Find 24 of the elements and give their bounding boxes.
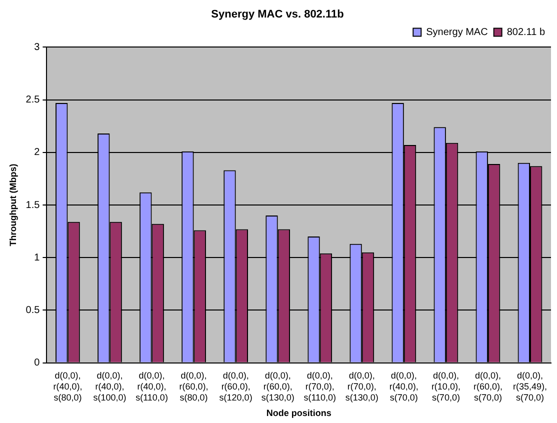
y-tick-label: 0.5	[26, 304, 40, 316]
x-tick-label: d(0,0), r(60,0), s(70,0)	[473, 370, 502, 402]
x-axis-title: Node positions	[266, 408, 332, 418]
y-axis-title: Throughput (Mbps)	[8, 164, 18, 246]
x-tick-label: d(0,0), r(60,0), s(120,0)	[219, 370, 252, 402]
y-tick-label: 0	[34, 358, 40, 369]
chart-title: Synergy MAC vs. 802.11b	[211, 8, 344, 21]
x-tick-label: d(0,0), r(40,0), s(80,0)	[53, 370, 82, 402]
x-tick-label: d(0,0), r(60,0), s(80,0)	[179, 370, 208, 402]
x-tick-label: d(0,0), r(70,0), s(130,0)	[345, 370, 378, 402]
x-tick-label: d(0,0), r(40,0), s(110,0)	[136, 370, 168, 402]
x-tick-label: d(0,0), r(70,0), s(110,0)	[304, 370, 336, 402]
x-tick-label: d(0,0), r(35,49), s(70,0)	[512, 370, 547, 402]
legend-label: 802.11 b	[506, 26, 546, 38]
x-tick-label: d(0,0), r(60,0), s(130,0)	[261, 370, 294, 402]
x-tick-label: d(0,0), r(40,0), s(70,0)	[389, 370, 418, 402]
legend-label: Synergy MAC	[426, 26, 488, 38]
y-tick-label: 2.5	[26, 94, 40, 106]
x-tick-label: d(0,0), r(40,0), s(100,0)	[93, 370, 126, 402]
y-tick-label: 1	[34, 252, 40, 264]
y-tick-label: 3	[34, 42, 40, 53]
x-tick-label: d(0,0), r(10,0), s(70,0)	[431, 370, 460, 402]
y-tick-label: 1.5	[26, 200, 40, 211]
y-tick-label: 2	[34, 147, 40, 158]
